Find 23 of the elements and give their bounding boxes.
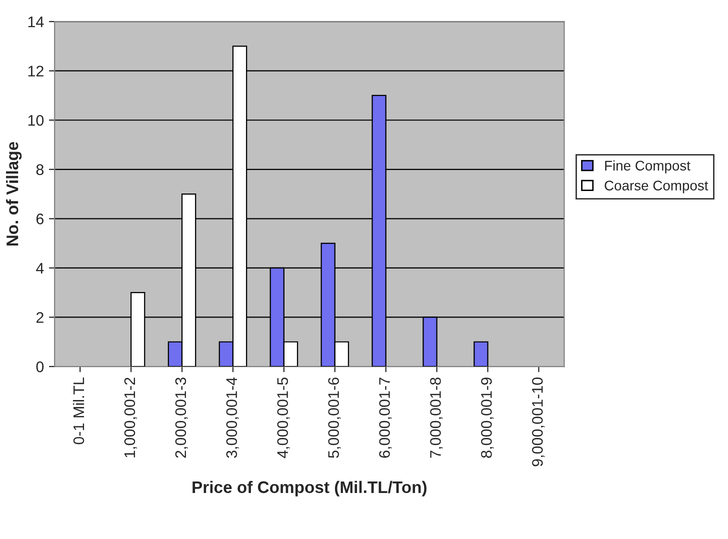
y-tick-label: 2 (36, 312, 44, 323)
x-tick-label: 4,000,001-5 (277, 378, 290, 458)
legend-label: Coarse Compost (604, 180, 708, 194)
x-tick-label: 1,000,001-2 (124, 378, 137, 458)
y-tick-label: 8 (36, 164, 44, 176)
y-tick-label: 0 (36, 361, 44, 372)
y-tick-label: 14 (28, 16, 44, 28)
legend-label: Fine Compost (605, 160, 690, 174)
x-tick-label: 2,000,001-3 (175, 378, 188, 458)
x-tick-label: 5,000,001-6 (328, 378, 341, 458)
bar (474, 341, 488, 367)
y-tick-label: 4 (36, 262, 44, 274)
y-tick-label: 6 (36, 214, 44, 224)
y-tick-label: 10 (28, 114, 44, 126)
x-tick-label: 9,000,001-10 (532, 378, 545, 466)
x-tick-label: 7,000,001-8 (430, 378, 443, 458)
x-tick-label: 6,000,001-7 (379, 378, 392, 458)
x-axis-title: Price of Compost (Mil.TL/Ton) (192, 480, 426, 496)
x-tick-label: 3,000,001-4 (226, 377, 239, 458)
x-tick-label: 8,000,001-9 (481, 378, 494, 458)
x-tick-label: 0-1 Mil.TL (72, 377, 84, 444)
y-tick-label: 12 (28, 66, 44, 76)
y-axis-title: No. of Village (6, 142, 22, 246)
